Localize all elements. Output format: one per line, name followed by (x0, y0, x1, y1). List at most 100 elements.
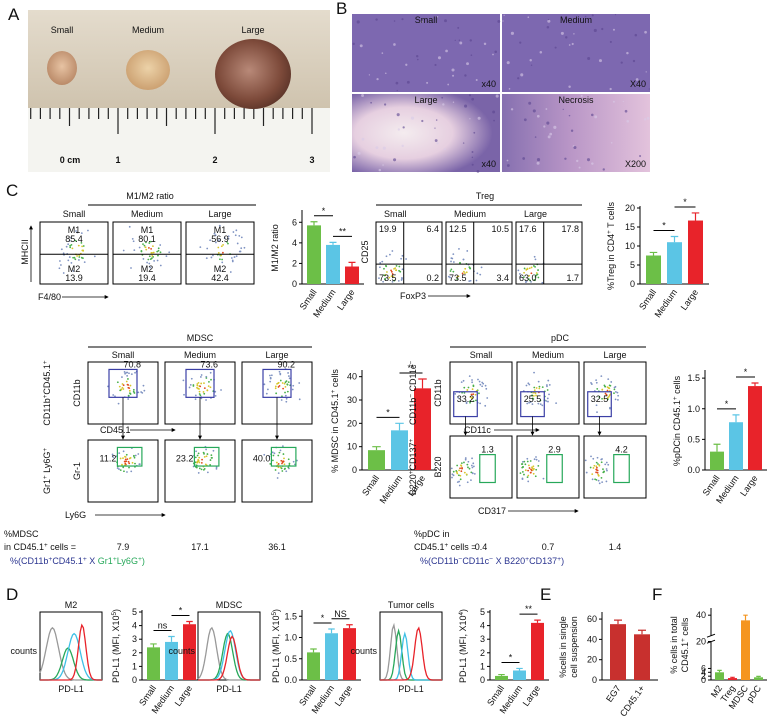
flow-event (227, 237, 230, 240)
error-bar (418, 378, 427, 389)
flow-event (268, 455, 271, 458)
y-axis-label-part: %pDCin CD45.1 (672, 400, 682, 466)
flow-event (116, 467, 119, 469)
flow-event (198, 467, 201, 470)
flow-event (111, 453, 114, 456)
flow-event (157, 247, 160, 250)
histology-speck (539, 51, 543, 54)
result-label: CD45.1+ cells = (414, 542, 476, 553)
flow-event (124, 458, 127, 461)
flow-event (452, 270, 455, 273)
flow-event (523, 473, 525, 476)
formula-part: ) (142, 556, 145, 566)
flow-event (123, 470, 125, 473)
bar (634, 634, 650, 680)
flow-event (541, 386, 544, 389)
flow-event (606, 398, 609, 401)
flow-event (479, 273, 482, 276)
flow-event (592, 467, 595, 469)
histology-speck (517, 77, 520, 80)
axis-label: F4/80 (38, 292, 61, 302)
section-title: M1/M2 ratio (126, 191, 174, 201)
histology-speck (361, 137, 365, 141)
flow-event (452, 261, 455, 263)
flow-event (277, 386, 280, 388)
gate-name: M1 (68, 225, 81, 235)
formula-part: X (87, 556, 98, 566)
flow-event (194, 398, 197, 401)
histology-speck (510, 108, 514, 111)
gate-value: 11.2 (100, 453, 117, 463)
histology-speck (594, 115, 598, 119)
bar (741, 620, 750, 680)
y-axis-label-part: ) (111, 609, 121, 612)
flow-event (519, 275, 522, 278)
flow-event (555, 402, 558, 404)
x-tick-label: Large (173, 683, 194, 708)
flow-event (607, 378, 610, 381)
axis-label: CD45.1 (100, 425, 131, 435)
flow-event (527, 480, 530, 483)
flow-event (398, 265, 401, 268)
flow-event (478, 392, 480, 395)
x-tick-label: Small (637, 287, 658, 311)
histology-speck (564, 157, 567, 160)
histology-speck (530, 64, 533, 66)
y-tick-label: 0 (701, 675, 706, 685)
flow-event (240, 236, 243, 239)
flow-event (464, 457, 467, 459)
flow-event (379, 266, 381, 269)
flow-event (386, 271, 388, 273)
histology-speck (434, 139, 438, 142)
flow-event (452, 470, 455, 473)
bar (646, 255, 661, 284)
histology-speck (393, 43, 396, 46)
panel-letter: D (6, 585, 18, 604)
flow-event (205, 377, 208, 379)
flow-event (195, 466, 198, 469)
y-tick-label: 40 (587, 634, 597, 644)
flow-event (534, 275, 537, 278)
formula-part: %(CD11b (420, 556, 458, 566)
flow-event (275, 392, 278, 395)
flow-event (128, 392, 131, 395)
bar (183, 624, 196, 680)
flow-event (156, 250, 159, 253)
histology-speck (532, 109, 536, 113)
histology-speck (451, 68, 455, 72)
flow-event (613, 388, 616, 391)
flow-event (392, 276, 395, 278)
flow-event (133, 249, 136, 252)
flow-event (210, 378, 212, 381)
flow-event (221, 261, 224, 264)
flow-plot (583, 435, 647, 499)
histology-speck (384, 72, 387, 75)
histology-speck (443, 148, 446, 151)
flow-event (281, 461, 284, 464)
histology-speck (452, 101, 455, 103)
flow-event (548, 384, 551, 386)
flow-event (269, 376, 272, 379)
flow-event (521, 471, 524, 473)
flow-event (217, 246, 220, 249)
flow-event (470, 471, 473, 474)
flow-event (197, 458, 200, 461)
flow-event (130, 373, 133, 376)
flow-event (479, 383, 482, 386)
flow-event (530, 280, 532, 283)
histology-speck (591, 14, 594, 17)
gate-name: M2 (214, 264, 227, 274)
flow-event (534, 279, 536, 282)
histology-speck (396, 89, 398, 92)
gate-value: 32.5 (591, 394, 609, 404)
flow-event (196, 454, 199, 457)
flow-event (206, 471, 209, 474)
histology-speck (370, 101, 373, 104)
histology-speck (471, 151, 474, 153)
histology-speck (506, 159, 509, 162)
histology-speck (546, 26, 550, 29)
histology-speck (476, 169, 480, 173)
flow-event (287, 381, 290, 384)
y-axis-label-part: 4 (458, 611, 465, 615)
